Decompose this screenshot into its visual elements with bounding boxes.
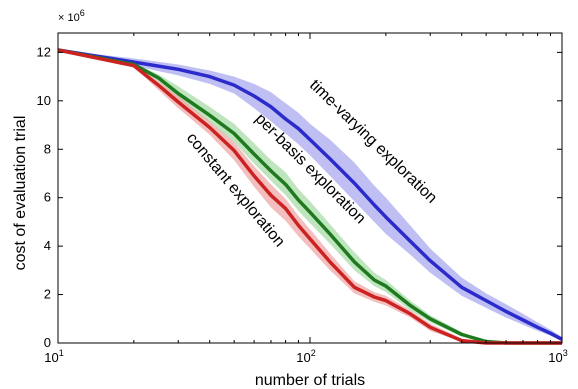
series-line-0 (57, 48, 563, 341)
y-tick-label-6: 12 (37, 44, 51, 59)
x-tick-label-0: 101 (44, 348, 63, 365)
x-tick-label-1: 102 (296, 348, 315, 365)
x-axis-label: number of trials (255, 372, 365, 389)
x-tick-label-2: 103 (548, 348, 567, 365)
y-tick-label-4: 8 (44, 141, 51, 156)
y-tick-label-3: 6 (44, 190, 51, 205)
series-line-1 (57, 48, 562, 345)
y-tick-label-5: 10 (37, 93, 51, 108)
y-multiplier-label: × 106 (58, 8, 85, 24)
confidence-bands (58, 50, 562, 343)
y-tick-label-2: 4 (44, 238, 51, 253)
band-0 (58, 50, 562, 341)
y-axis-label: cost of evaluation trial (12, 116, 29, 271)
series-line-2 (57, 48, 562, 345)
axis-ticks: 0 2 4 6 8 10 12 101 102 103 (37, 33, 568, 365)
series-lines (57, 48, 563, 345)
y-tick-label-0: 0 (44, 335, 51, 350)
y-tick-label-1: 2 (44, 287, 51, 302)
